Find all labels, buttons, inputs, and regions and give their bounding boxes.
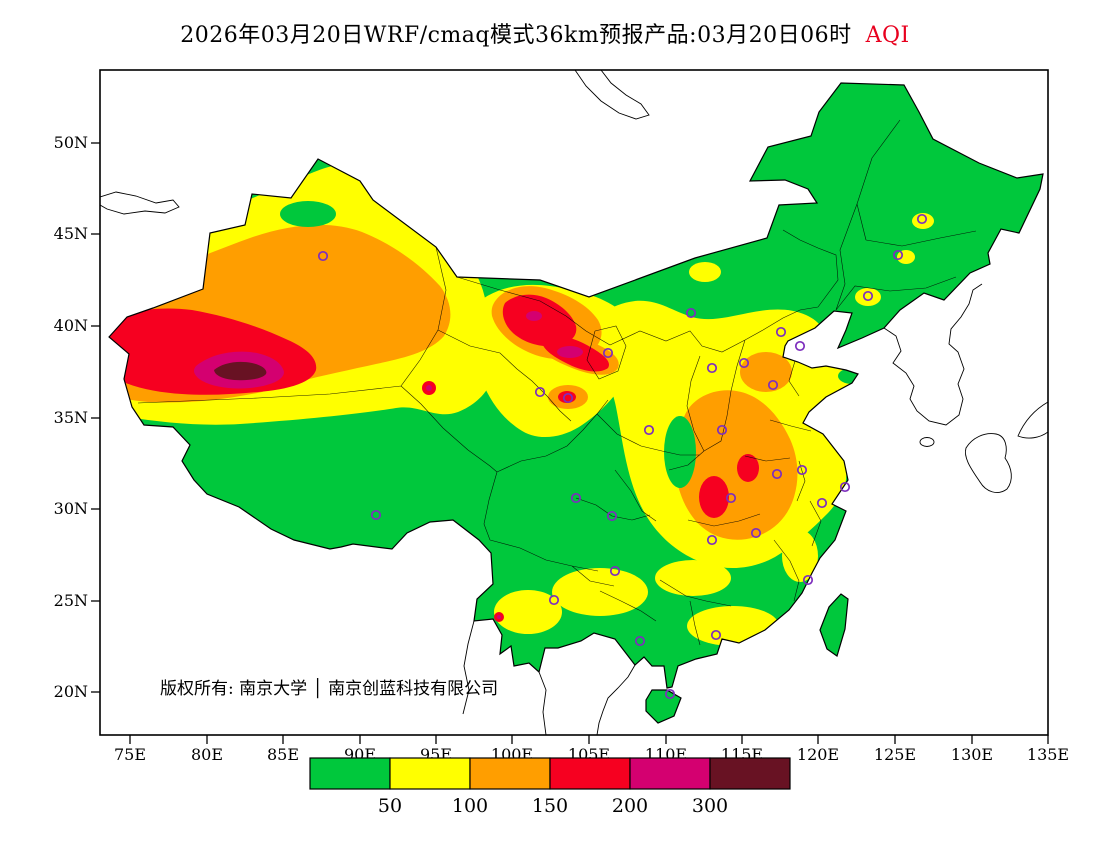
city-marker [317,250,329,262]
aqi-magenta-qaidam [426,385,432,391]
city-marker [685,307,697,319]
city-marker [634,635,646,647]
city-marker [370,509,382,521]
aqi-red-anhui [737,454,759,482]
aqi-magenta-yunnan [497,615,501,619]
lon-label: 130E [951,745,993,764]
legend-tick-label: 100 [452,795,488,817]
lake-baikal [574,70,650,120]
lat-label: 40N [54,316,88,335]
city-marker [892,249,904,261]
city-marker [816,497,828,509]
legend-swatch-green [309,757,391,790]
page-title: 2026年03月20日WRF/cmaq模式36km预报产品:03月20日06时 A… [180,23,909,48]
city-marker [862,290,874,302]
taiwan-outline [819,593,849,657]
lat-label: 35N [54,408,88,427]
city-marker [570,492,582,504]
lon-label: 85E [267,745,299,764]
city-marker [738,357,750,369]
lat-label: 50N [54,133,88,152]
legend-swatch-yellow [389,757,471,790]
aqi-yellow-yunnan [494,590,562,634]
title-pollutant: AQI [865,23,910,48]
lat-label: 45N [54,224,88,243]
legend-tick-label: 50 [378,795,402,817]
lat-label: 25N [54,591,88,610]
legend-swatch-magenta [629,757,711,790]
honshu-coastline [1017,401,1048,439]
city-marker [606,510,618,522]
city-marker [716,424,728,436]
title-main: 2026年03月20日WRF/cmaq模式36km预报产品:03月20日06时 [180,23,851,48]
latitude-axis: 50N 45N 40N 35N 30N 25N 20N [54,133,100,701]
lon-label: 80E [191,745,223,764]
aqi-yellow-fujian [782,530,818,582]
aqi-magenta-alxa [557,346,583,358]
legend-swatch-orange [469,757,551,790]
city-marker [710,629,722,641]
lon-label: 125E [874,745,916,764]
laos-border [538,671,547,735]
city-marker [548,594,560,606]
aqi-red-ejin [502,294,577,347]
city-marker [664,688,676,700]
city-marker [796,464,808,476]
vietnam-coastline [596,664,636,735]
myanmar-border [462,620,475,715]
aqi-red-hubei [699,476,729,518]
lake-balkhash [100,191,180,215]
lon-label: 135E [1027,745,1069,764]
lon-label: 120E [797,745,839,764]
city-marker [839,481,851,493]
aqi-yellow-innermongolia [689,262,721,282]
city-marker [767,379,779,391]
city-marker [706,362,718,374]
aqi-orange-shandong-west [740,352,792,392]
aqi-magenta-ejin [526,311,542,321]
kyushu-coastline [964,433,1012,493]
city-marker [602,347,614,359]
city-marker [916,213,928,225]
city-markers [317,213,928,700]
hainan-outline [645,689,682,724]
colorbar-legend: 50 100 150 200 300 [309,757,791,817]
province-boundaries [137,119,977,646]
aqi-yellow-south2 [655,560,731,596]
lat-label: 20N [54,682,88,701]
city-marker [609,565,621,577]
legend-swatch-maroon [709,757,791,790]
china-outline [108,82,1044,689]
legend-swatch-red [549,757,631,790]
aqi-green-tongue-central [664,416,696,488]
plot-frame [99,69,1049,736]
city-marker [706,534,718,546]
city-marker [643,424,655,436]
city-marker [725,492,737,504]
aqi-maroon-hotan-core [214,361,267,381]
legend-tick-label: 300 [692,795,728,817]
legend-tick-label: 200 [612,795,648,817]
legend-tick-label: 150 [532,795,568,817]
city-marker [775,326,787,338]
jeju-island [919,437,935,447]
aqi-yellow-ne1 [855,288,881,306]
city-marker [802,574,814,586]
city-marker [750,527,762,539]
copyright-text: 版权所有: 南京大学 │ 南京创蓝科技有限公司 [160,678,498,699]
lat-label: 30N [54,499,88,518]
city-marker [534,386,546,398]
korea-coastline [883,283,983,426]
city-marker [562,392,574,404]
aqi-green-junggar [280,201,336,227]
city-marker [771,468,783,480]
lon-label: 75E [114,745,146,764]
aqi-yellow-south1 [552,568,648,616]
city-marker [794,340,806,352]
